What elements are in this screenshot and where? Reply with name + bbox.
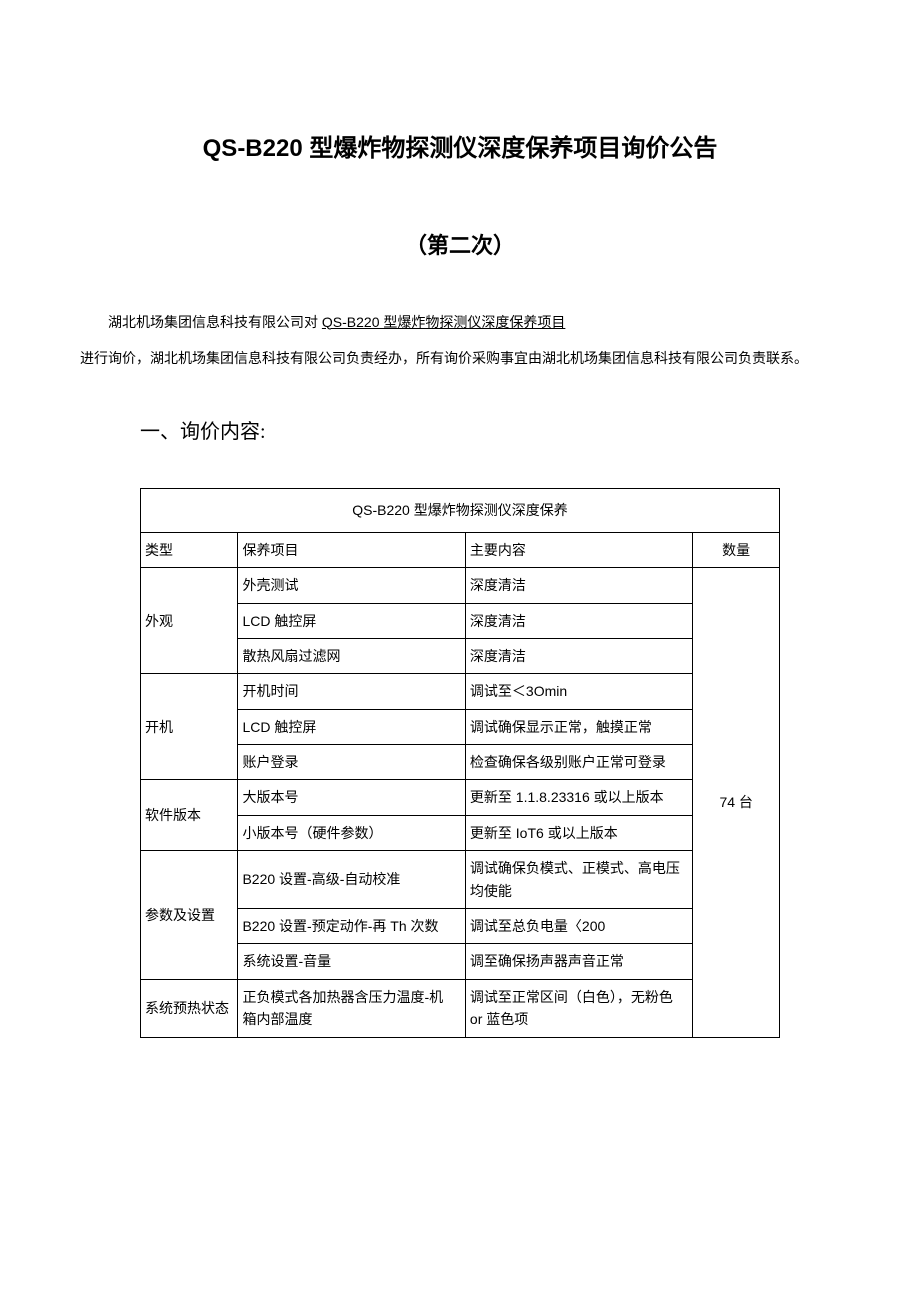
cell-desc: 深度清洁	[465, 568, 692, 603]
th-type: 类型	[141, 532, 238, 567]
table-row: 外观外壳测试深度清洁74 台	[141, 568, 780, 603]
intro-underline-project: QS-B220 型爆炸物探测仪深度保养项目	[322, 314, 565, 330]
cell-desc: 调试至＜3Omin	[465, 674, 692, 709]
cell-type: 外观	[141, 568, 238, 674]
table-row: 系统预热状态正负模式各加热器含压力温度-机 箱内部温度调试至正常区间（白色），无…	[141, 979, 780, 1037]
intro-paragraph: 湖北机场集团信息科技有限公司对 QS-B220 型爆炸物探测仪深度保养项目 进行…	[80, 304, 840, 377]
table-row: 开机开机时间调试至＜3Omin	[141, 674, 780, 709]
cell-desc: 检查确保各级别账户正常可登录	[465, 745, 692, 780]
cell-desc: 调试至正常区间（白色），无粉色 or 蓝色项	[465, 979, 692, 1037]
table-row: 软件版本大版本号更新至 1.1.8.23316 或以上版本	[141, 780, 780, 815]
cell-item: LCD 触控屏	[238, 709, 465, 744]
intro-prefix: 湖北机场集团信息科技有限公司对	[108, 314, 322, 330]
cell-type: 参数及设置	[141, 851, 238, 980]
cell-item: LCD 触控屏	[238, 603, 465, 638]
cell-item: 散热风扇过滤网	[238, 638, 465, 673]
page-title: QS-B220 型爆炸物探测仪深度保养项目询价公告	[80, 130, 840, 168]
cell-desc: 更新至 IoT6 或以上版本	[465, 815, 692, 850]
cell-type: 开机	[141, 674, 238, 780]
cell-type: 软件版本	[141, 780, 238, 851]
th-item: 保养项目	[238, 532, 465, 567]
cell-item: 小版本号（硬件参数）	[238, 815, 465, 850]
cell-item: B220 设置-高级-自动校准	[238, 851, 465, 909]
cell-desc: 深度清洁	[465, 638, 692, 673]
th-qty: 数量	[693, 532, 780, 567]
cell-desc: 更新至 1.1.8.23316 或以上版本	[465, 780, 692, 815]
cell-item: 开机时间	[238, 674, 465, 709]
cell-desc: 深度清洁	[465, 603, 692, 638]
cell-desc: 调试确保显示正常，触摸正常	[465, 709, 692, 744]
cell-desc: 调至确保扬声器声音正常	[465, 944, 692, 979]
cell-desc: 调试至总负电量〈200	[465, 909, 692, 944]
table-caption: QS-B220 型爆炸物探测仪深度保养	[141, 489, 780, 532]
cell-item: 正负模式各加热器含压力温度-机 箱内部温度	[238, 979, 465, 1037]
page-subtitle: （第二次）	[80, 228, 840, 263]
th-desc: 主要内容	[465, 532, 692, 567]
table-row: 参数及设置B220 设置-高级-自动校准调试确保负模式、正模式、高电压均使能	[141, 851, 780, 909]
cell-desc: 调试确保负模式、正模式、高电压均使能	[465, 851, 692, 909]
cell-item: 大版本号	[238, 780, 465, 815]
inquiry-table: QS-B220 型爆炸物探测仪深度保养 类型 保养项目 主要内容 数量 外观外壳…	[140, 488, 780, 1037]
cell-item: 系统设置-音量	[238, 944, 465, 979]
cell-item: B220 设置-预定动作-再 Th 次数	[238, 909, 465, 944]
cell-item: 账户登录	[238, 745, 465, 780]
cell-type: 系统预热状态	[141, 979, 238, 1037]
intro-body: 进行询价，湖北机场集团信息科技有限公司负责经办，所有询价采购事宜由湖北机场集团信…	[80, 350, 808, 366]
section-1-heading: 一、询价内容:	[140, 416, 840, 448]
cell-qty: 74 台	[693, 568, 780, 1037]
cell-item: 外壳测试	[238, 568, 465, 603]
